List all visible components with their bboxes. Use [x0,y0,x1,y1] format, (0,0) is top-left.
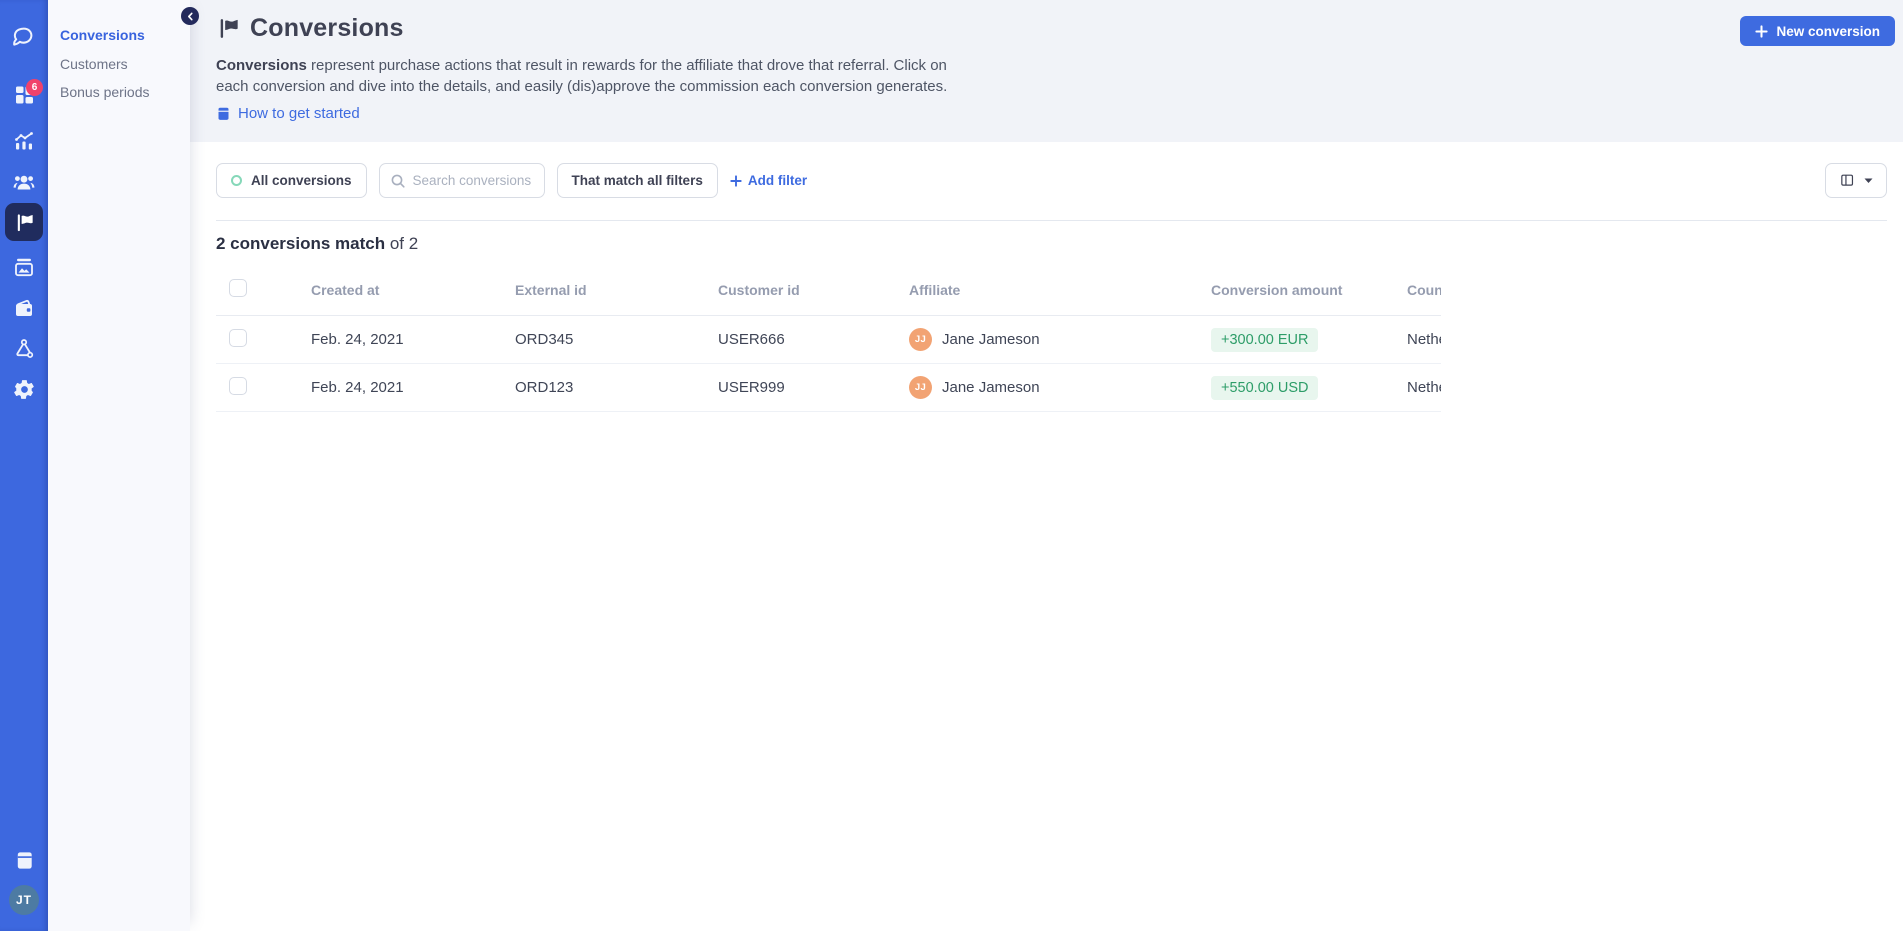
search-icon [390,173,406,189]
payouts-wallet-icon[interactable] [0,295,48,321]
affiliate-avatar: JJ [909,376,932,399]
match-filters-button[interactable]: That match all filters [556,163,718,198]
cell-external-id: ORD345 [515,331,574,348]
analytics-icon[interactable] [0,128,48,154]
table-row[interactable]: Feb. 24, 2021 ORD345 USER666 JJ Jane Jam… [216,316,1441,364]
segment-status-icon [231,175,242,186]
affiliate-avatar: JJ [909,328,932,351]
columns-icon [1839,172,1856,189]
results-summary: 2 conversions match of 2 [216,234,419,253]
flag-title-icon [216,16,241,41]
sidebar-item-conversions[interactable]: Conversions [60,27,145,43]
amount-badge: +550.00 USD [1211,375,1319,400]
segment-filter-button[interactable]: All conversions [216,163,367,198]
affiliate-name: Jane Jameson [942,331,1040,348]
creatives-icon[interactable] [0,254,48,280]
docs-book-icon[interactable] [0,847,48,873]
collapse-sidebar-button[interactable] [181,7,199,25]
amount-badge: +300.00 EUR [1211,327,1319,352]
column-header-country[interactable]: Country [1407,281,1441,298]
cell-created-at: Feb. 24, 2021 [311,379,404,396]
affiliate-name: Jane Jameson [942,379,1040,396]
row-checkbox[interactable] [229,328,247,347]
cell-created-at: Feb. 24, 2021 [311,331,404,348]
column-header-customer-id[interactable]: Customer id [718,281,800,298]
select-all-checkbox[interactable] [229,279,247,297]
plus-icon [1755,24,1769,38]
sidebar-item-customers[interactable]: Customers [60,56,128,72]
row-checkbox[interactable] [229,376,247,395]
column-header-external-id[interactable]: External id [515,281,587,298]
cell-external-id: ORD123 [515,379,574,396]
page-description: Conversions represent purchase actions t… [216,57,948,95]
page-title: Conversions [250,14,404,42]
conversions-flag-icon[interactable] [5,203,43,241]
how-to-get-started-link[interactable]: How to get started [216,105,360,122]
cell-country: Netherlands [1407,331,1441,348]
book-link-icon [216,106,231,122]
cell-country: Netherlands [1407,379,1441,396]
add-filter-button[interactable]: Add filter [730,173,807,188]
column-header-amount[interactable]: Conversion amount [1211,281,1343,298]
app-logo-icon[interactable] [0,24,48,52]
conversions-table: Created at External id Customer id Affil… [216,264,1441,412]
column-header-affiliate[interactable]: Affiliate [909,281,961,298]
search-box [378,163,545,198]
content-area: All conversions That match all filters [190,163,1903,412]
plus-icon [730,174,742,187]
table-header-row: Created at External id Customer id Affil… [216,264,1441,316]
table-row[interactable]: Feb. 24, 2021 ORD123 USER999 JJ Jane Jam… [216,364,1441,412]
cell-affiliate: JJ Jane Jameson [909,328,1211,351]
user-avatar[interactable]: JT [9,885,39,915]
column-header-created-at[interactable]: Created at [311,281,380,298]
cell-customer-id: USER666 [718,331,785,348]
dashboard-count-badge: 6 [26,79,43,96]
section-divider [216,220,1887,221]
search-input[interactable] [412,173,533,188]
affiliates-icon[interactable] [0,169,48,195]
sidebar-item-bonus-periods[interactable]: Bonus periods [60,84,150,100]
filter-bar: All conversions That match all filters [216,163,1887,198]
new-conversion-button[interactable]: New conversion [1740,16,1895,46]
integrations-icon[interactable] [0,335,48,361]
sub-sidebar: Conversions Customers Bonus periods [48,0,190,931]
settings-gear-icon[interactable] [0,376,48,402]
icon-rail: 6 [0,0,48,931]
page-header: Conversions New conversion Conversions r… [190,0,1903,142]
column-settings-button[interactable] [1825,163,1887,198]
cell-affiliate: JJ Jane Jameson [909,376,1211,399]
cell-customer-id: USER999 [718,379,785,396]
caret-down-icon [1864,178,1873,184]
main-content: Conversions New conversion Conversions r… [190,0,1903,931]
chevron-left-icon [185,11,196,22]
